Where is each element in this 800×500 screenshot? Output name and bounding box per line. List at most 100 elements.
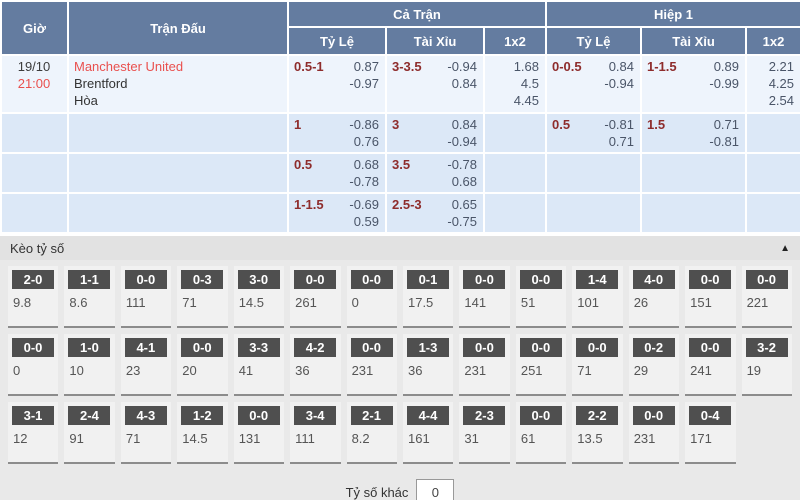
- score-tile[interactable]: 0-1 17.5: [402, 266, 454, 328]
- odds-cell-content: 2.5-3 0.65 -0.75: [392, 196, 477, 230]
- odds-value[interactable]: -0.75: [447, 214, 477, 229]
- score-tile[interactable]: 0-0 231: [346, 334, 397, 396]
- odds-value[interactable]: 0.68: [451, 174, 477, 189]
- score-odds-value: 23: [125, 363, 141, 378]
- score-tile[interactable]: 3-1 12: [8, 402, 59, 464]
- odds-value[interactable]: -0.81: [709, 134, 739, 149]
- odds-value[interactable]: 0.84: [451, 117, 477, 132]
- collapse-arrow-icon[interactable]: ▲: [780, 242, 790, 254]
- score-tile[interactable]: 4-4 161: [402, 402, 454, 464]
- ft-over-under-cell[interactable]: 3 0.84 -0.94: [385, 112, 485, 154]
- score-odds-value: 36: [407, 363, 423, 378]
- odds-value[interactable]: -0.78: [349, 174, 379, 189]
- score-tile[interactable]: 0-0 241: [685, 334, 736, 396]
- score-tile[interactable]: 0-4 171: [685, 402, 736, 464]
- score-section-header[interactable]: Kèo tỷ số ▲: [0, 234, 800, 260]
- odds-value[interactable]: -0.78: [447, 157, 477, 172]
- score-tile[interactable]: 0-0 0: [346, 266, 397, 328]
- match-name-cell: Manchester United Brentford Hòa: [67, 54, 289, 114]
- odds-values: 0.68 -0.78: [349, 156, 379, 190]
- score-tile[interactable]: 0-3 71: [177, 266, 228, 328]
- ft-1x2-cell[interactable]: 1.68 4.5 4.45: [483, 54, 547, 114]
- score-tile[interactable]: 3-4 111: [290, 402, 341, 464]
- odds-value[interactable]: 4.25: [768, 76, 794, 91]
- score-tile[interactable]: 0-0 231: [628, 402, 680, 464]
- ft-handicap-cell[interactable]: 1-1.5 -0.69 0.59: [287, 192, 387, 234]
- odds-value[interactable]: -0.94: [447, 59, 477, 74]
- score-tile[interactable]: 1-4 101: [572, 266, 623, 328]
- odds-value[interactable]: -0.94: [447, 134, 477, 149]
- score-tile[interactable]: 1-1 8.6: [64, 266, 115, 328]
- score-tile[interactable]: 2-1 8.2: [346, 402, 397, 464]
- odds-value[interactable]: -0.97: [349, 76, 379, 91]
- ft-handicap-cell[interactable]: 0.5 0.68 -0.78: [287, 152, 387, 194]
- score-tile[interactable]: 1-0 10: [64, 334, 115, 396]
- odds-value[interactable]: -0.81: [604, 117, 634, 132]
- score-tile[interactable]: 0-0 251: [515, 334, 567, 396]
- other-score-input[interactable]: 0: [416, 479, 455, 500]
- odds-value[interactable]: 2.54: [768, 93, 794, 108]
- score-tile[interactable]: 0-0 61: [515, 402, 567, 464]
- odds-value[interactable]: 0.89: [713, 59, 739, 74]
- score-tile[interactable]: 3-0 14.5: [233, 266, 285, 328]
- score-tile[interactable]: 0-0 221: [741, 266, 792, 328]
- h1-over-under-cell[interactable]: 1.5 0.71 -0.81: [640, 112, 747, 154]
- score-tile[interactable]: 0-0 20: [177, 334, 228, 396]
- score-odds-value: 231: [633, 431, 656, 446]
- ft-over-under-cell[interactable]: 3-3.5 -0.94 0.84: [385, 54, 485, 114]
- score-tile[interactable]: 1-3 36: [402, 334, 454, 396]
- h1-handicap-cell[interactable]: 0-0.5 0.84 -0.94: [545, 54, 642, 114]
- odds-value[interactable]: -0.94: [604, 76, 634, 91]
- score-tile[interactable]: 3-2 19: [741, 334, 792, 396]
- score-tile[interactable]: 1-2 14.5: [177, 402, 228, 464]
- h1-handicap-cell[interactable]: 0.5 -0.81 0.71: [545, 112, 642, 154]
- ft-handicap-cell[interactable]: 0.5-1 0.87 -0.97: [287, 54, 387, 114]
- score-tile[interactable]: 2-2 13.5: [572, 402, 623, 464]
- score-tile[interactable]: 0-0 111: [120, 266, 172, 328]
- odds-value[interactable]: 0.71: [713, 117, 739, 132]
- score-odds-value: 111: [125, 295, 146, 310]
- odds-value[interactable]: -0.86: [349, 117, 379, 132]
- score-odds-value: 9.8: [13, 295, 32, 310]
- score-label: 4-3: [124, 406, 167, 425]
- odds-value[interactable]: 4.45: [513, 93, 539, 108]
- score-tile[interactable]: 4-1 23: [120, 334, 172, 396]
- odds-value[interactable]: 0.84: [608, 59, 634, 74]
- handicap-line: 0.5-1: [294, 59, 324, 74]
- odds-value[interactable]: 0.68: [353, 157, 379, 172]
- h1-1x2-cell[interactable]: 2.21 4.25 2.54: [745, 54, 800, 114]
- odds-value[interactable]: 4.5: [520, 76, 539, 91]
- score-tile[interactable]: 0-0 141: [459, 266, 510, 328]
- score-label: 0-0: [519, 338, 562, 357]
- score-tile[interactable]: 2-4 91: [64, 402, 115, 464]
- score-tile[interactable]: 2-0 9.8: [8, 266, 59, 328]
- score-tile[interactable]: 0-0 231: [459, 334, 510, 396]
- ft-handicap-cell[interactable]: 1 -0.86 0.76: [287, 112, 387, 154]
- odds-value[interactable]: 0.76: [353, 134, 379, 149]
- score-tile[interactable]: 0-0 131: [233, 402, 285, 464]
- score-tile[interactable]: 4-2 36: [290, 334, 341, 396]
- score-tile[interactable]: 0-0 0: [8, 334, 59, 396]
- score-tile[interactable]: 0-0 151: [685, 266, 736, 328]
- odds-value[interactable]: 2.21: [768, 59, 794, 74]
- h1-over-under-cell[interactable]: 1-1.5 0.89 -0.99: [640, 54, 747, 114]
- score-tile[interactable]: 0-2 29: [628, 334, 680, 396]
- odds-value[interactable]: 0.71: [608, 134, 634, 149]
- score-tile[interactable]: 4-3 71: [120, 402, 172, 464]
- ft-over-under-cell[interactable]: 2.5-3 0.65 -0.75: [385, 192, 485, 234]
- score-tile[interactable]: 4-0 26: [628, 266, 680, 328]
- score-tile[interactable]: 0-0 261: [290, 266, 341, 328]
- score-tile[interactable]: 0-0 51: [515, 266, 567, 328]
- odds-value[interactable]: -0.99: [709, 76, 739, 91]
- odds-value[interactable]: 0.87: [353, 59, 379, 74]
- score-tile[interactable]: 3-3 41: [233, 334, 285, 396]
- score-tile[interactable]: 0-0 71: [572, 334, 623, 396]
- odds-value[interactable]: 0.84: [451, 76, 477, 91]
- odds-value[interactable]: -0.69: [349, 197, 379, 212]
- odds-value[interactable]: 0.59: [353, 214, 379, 229]
- odds-value[interactable]: 0.65: [451, 197, 477, 212]
- score-tile[interactable]: 2-3 31: [459, 402, 510, 464]
- odds-value[interactable]: 1.68: [513, 59, 539, 74]
- score-odds-value: 29: [633, 363, 649, 378]
- ft-over-under-cell[interactable]: 3.5 -0.78 0.68: [385, 152, 485, 194]
